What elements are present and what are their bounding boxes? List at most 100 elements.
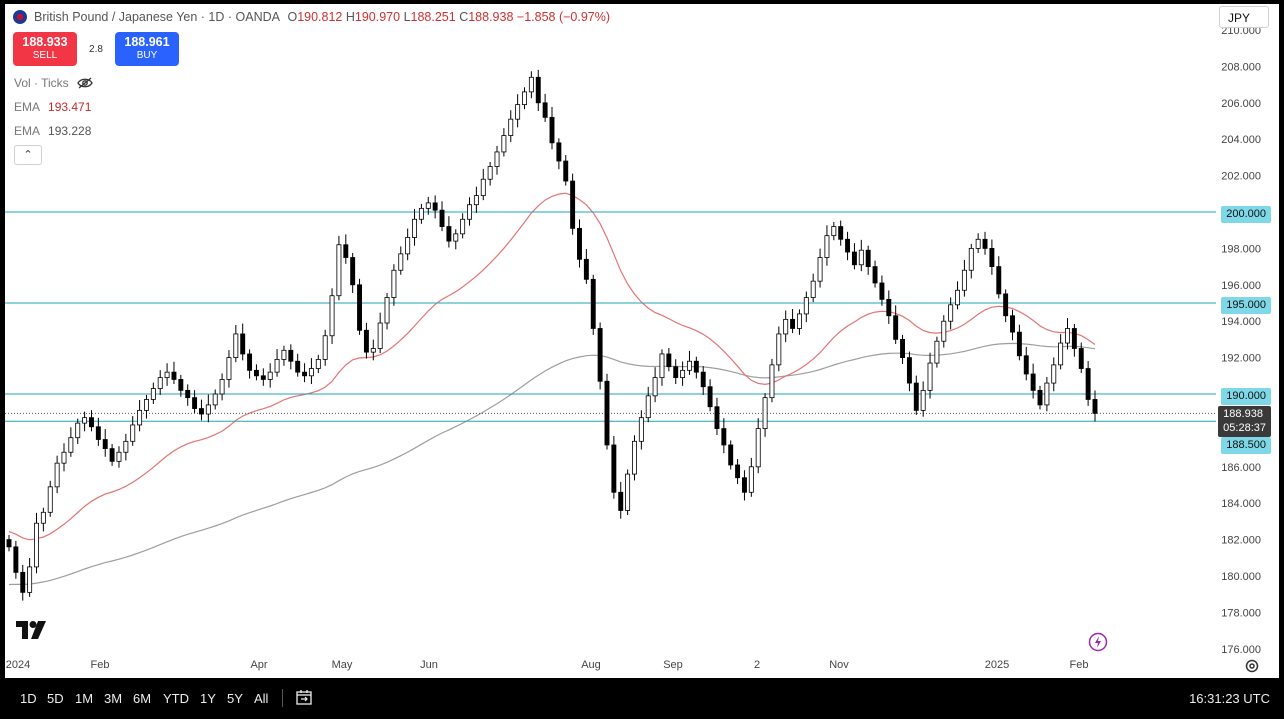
candle-body bbox=[714, 406, 720, 429]
x-tick-label: Jun bbox=[420, 659, 438, 671]
currency-button[interactable]: JPY bbox=[1219, 6, 1269, 28]
range-5y-button[interactable]: 5Y bbox=[227, 691, 243, 706]
candle-body bbox=[295, 360, 301, 373]
candle-body bbox=[315, 359, 321, 369]
ema1-label: EMA bbox=[14, 100, 41, 114]
sell-label: SELL bbox=[32, 50, 58, 61]
tradingview-logo[interactable] bbox=[16, 621, 48, 645]
range-5d-button[interactable]: 5D bbox=[47, 691, 64, 706]
calendar-goto-icon[interactable] bbox=[296, 689, 312, 705]
utc-clock[interactable]: 16:31:23 UTC bbox=[1189, 691, 1270, 706]
candle-body bbox=[446, 226, 452, 242]
candle-body bbox=[370, 348, 376, 353]
candle-body bbox=[1016, 331, 1022, 357]
range-3m-button[interactable]: 3M bbox=[104, 691, 123, 706]
candle-body bbox=[398, 253, 404, 271]
y-tick-label: 194.000 bbox=[1221, 316, 1261, 328]
candle-body bbox=[817, 257, 823, 282]
candle-body bbox=[1078, 348, 1084, 369]
candle-body bbox=[645, 395, 651, 419]
candle-body bbox=[755, 428, 761, 468]
candle-body bbox=[274, 359, 280, 373]
buy-button[interactable]: 188.961 BUY bbox=[115, 32, 179, 66]
candle-body bbox=[920, 389, 926, 411]
candle-body bbox=[934, 340, 940, 364]
candle-body bbox=[824, 235, 830, 258]
y-tick-label: 178.000 bbox=[1221, 607, 1261, 619]
candle-body bbox=[858, 249, 864, 266]
range-ytd-button[interactable]: YTD bbox=[163, 691, 189, 706]
candle-body bbox=[673, 366, 679, 379]
candle-body bbox=[336, 244, 342, 297]
candle-body bbox=[102, 439, 108, 450]
candle-body bbox=[219, 379, 225, 395]
candle-body bbox=[796, 313, 802, 329]
candle-body bbox=[687, 360, 692, 371]
price-chart[interactable]: 176.000 178.000 180.000 182.000 184.000 186.0… bbox=[5, 4, 1279, 678]
x-tick-label: Feb bbox=[1070, 659, 1089, 671]
candle-body bbox=[95, 426, 101, 440]
chart-area[interactable]: 176.000 178.000 180.000 182.000 184.000 186.0… bbox=[5, 4, 1279, 678]
ema-fast-line bbox=[8, 192, 1096, 541]
candle-body bbox=[735, 464, 741, 479]
gear-icon[interactable] bbox=[1244, 658, 1260, 674]
candle-body bbox=[611, 444, 617, 493]
candle-body bbox=[900, 338, 906, 358]
candle-body bbox=[137, 409, 143, 426]
candle-body bbox=[1065, 328, 1070, 344]
close-value: 188.938 bbox=[468, 10, 514, 24]
candle-body bbox=[535, 76, 541, 104]
candle-body bbox=[460, 218, 466, 235]
candle-body bbox=[865, 249, 871, 268]
ema-slow-line bbox=[8, 342, 1096, 586]
toolbar-divider bbox=[282, 689, 283, 707]
eye-hidden-icon[interactable] bbox=[76, 77, 93, 89]
candle-body bbox=[845, 238, 851, 253]
level-tag-1885: 188.500 bbox=[1221, 437, 1271, 454]
symbol-title[interactable]: British Pound / Japanese Yen · 1D · OAND… bbox=[34, 10, 280, 24]
candle-body bbox=[130, 424, 136, 442]
candle-body bbox=[893, 315, 899, 340]
ema-indicator-row-2[interactable]: EMA 193.228 bbox=[14, 124, 91, 138]
close-label: C bbox=[459, 10, 469, 24]
candle-body bbox=[192, 397, 198, 409]
candle-body bbox=[1037, 389, 1043, 406]
x-tick-label: Feb bbox=[91, 659, 110, 671]
candle-body bbox=[556, 142, 562, 162]
open-label: O bbox=[287, 10, 298, 24]
candle-body bbox=[1010, 315, 1015, 333]
candle-body bbox=[68, 437, 74, 453]
sell-button[interactable]: 188.933 SELL bbox=[13, 32, 77, 66]
level-tag-195: 195.000 bbox=[1221, 297, 1271, 314]
collapse-legend-button[interactable]: ⌃ bbox=[14, 145, 42, 165]
high-value: 190.970 bbox=[354, 10, 401, 24]
candle-body bbox=[6, 539, 12, 548]
range-1d-button[interactable]: 1D bbox=[20, 691, 37, 706]
range-all-button[interactable]: All bbox=[254, 691, 269, 706]
candle-body bbox=[47, 486, 53, 513]
candle-body bbox=[253, 369, 259, 377]
candle-body bbox=[741, 477, 747, 493]
x-tick-label: 2025 bbox=[985, 659, 1009, 671]
candle-body bbox=[968, 247, 974, 271]
candle-body bbox=[302, 371, 308, 377]
candle-body bbox=[240, 333, 246, 355]
range-1y-button[interactable]: 1Y bbox=[200, 691, 216, 706]
spread-value: 2.8 bbox=[89, 43, 103, 55]
candle-body bbox=[515, 104, 521, 120]
flash-icon[interactable] bbox=[1088, 632, 1108, 652]
candle-body bbox=[583, 258, 589, 280]
candle-body bbox=[432, 202, 438, 211]
candle-body bbox=[851, 251, 857, 266]
volume-indicator-row[interactable]: Vol · Ticks bbox=[14, 76, 93, 90]
ema-indicator-row-1[interactable]: EMA 193.471 bbox=[14, 100, 91, 114]
range-6m-button[interactable]: 6M bbox=[133, 691, 152, 706]
candle-body bbox=[1003, 293, 1009, 317]
candle-layer bbox=[6, 69, 1098, 601]
ema-layer bbox=[8, 192, 1096, 586]
candle-body bbox=[927, 362, 933, 391]
range-1m-button[interactable]: 1M bbox=[75, 691, 94, 706]
candle-body bbox=[480, 178, 486, 197]
candle-body bbox=[1023, 355, 1029, 375]
